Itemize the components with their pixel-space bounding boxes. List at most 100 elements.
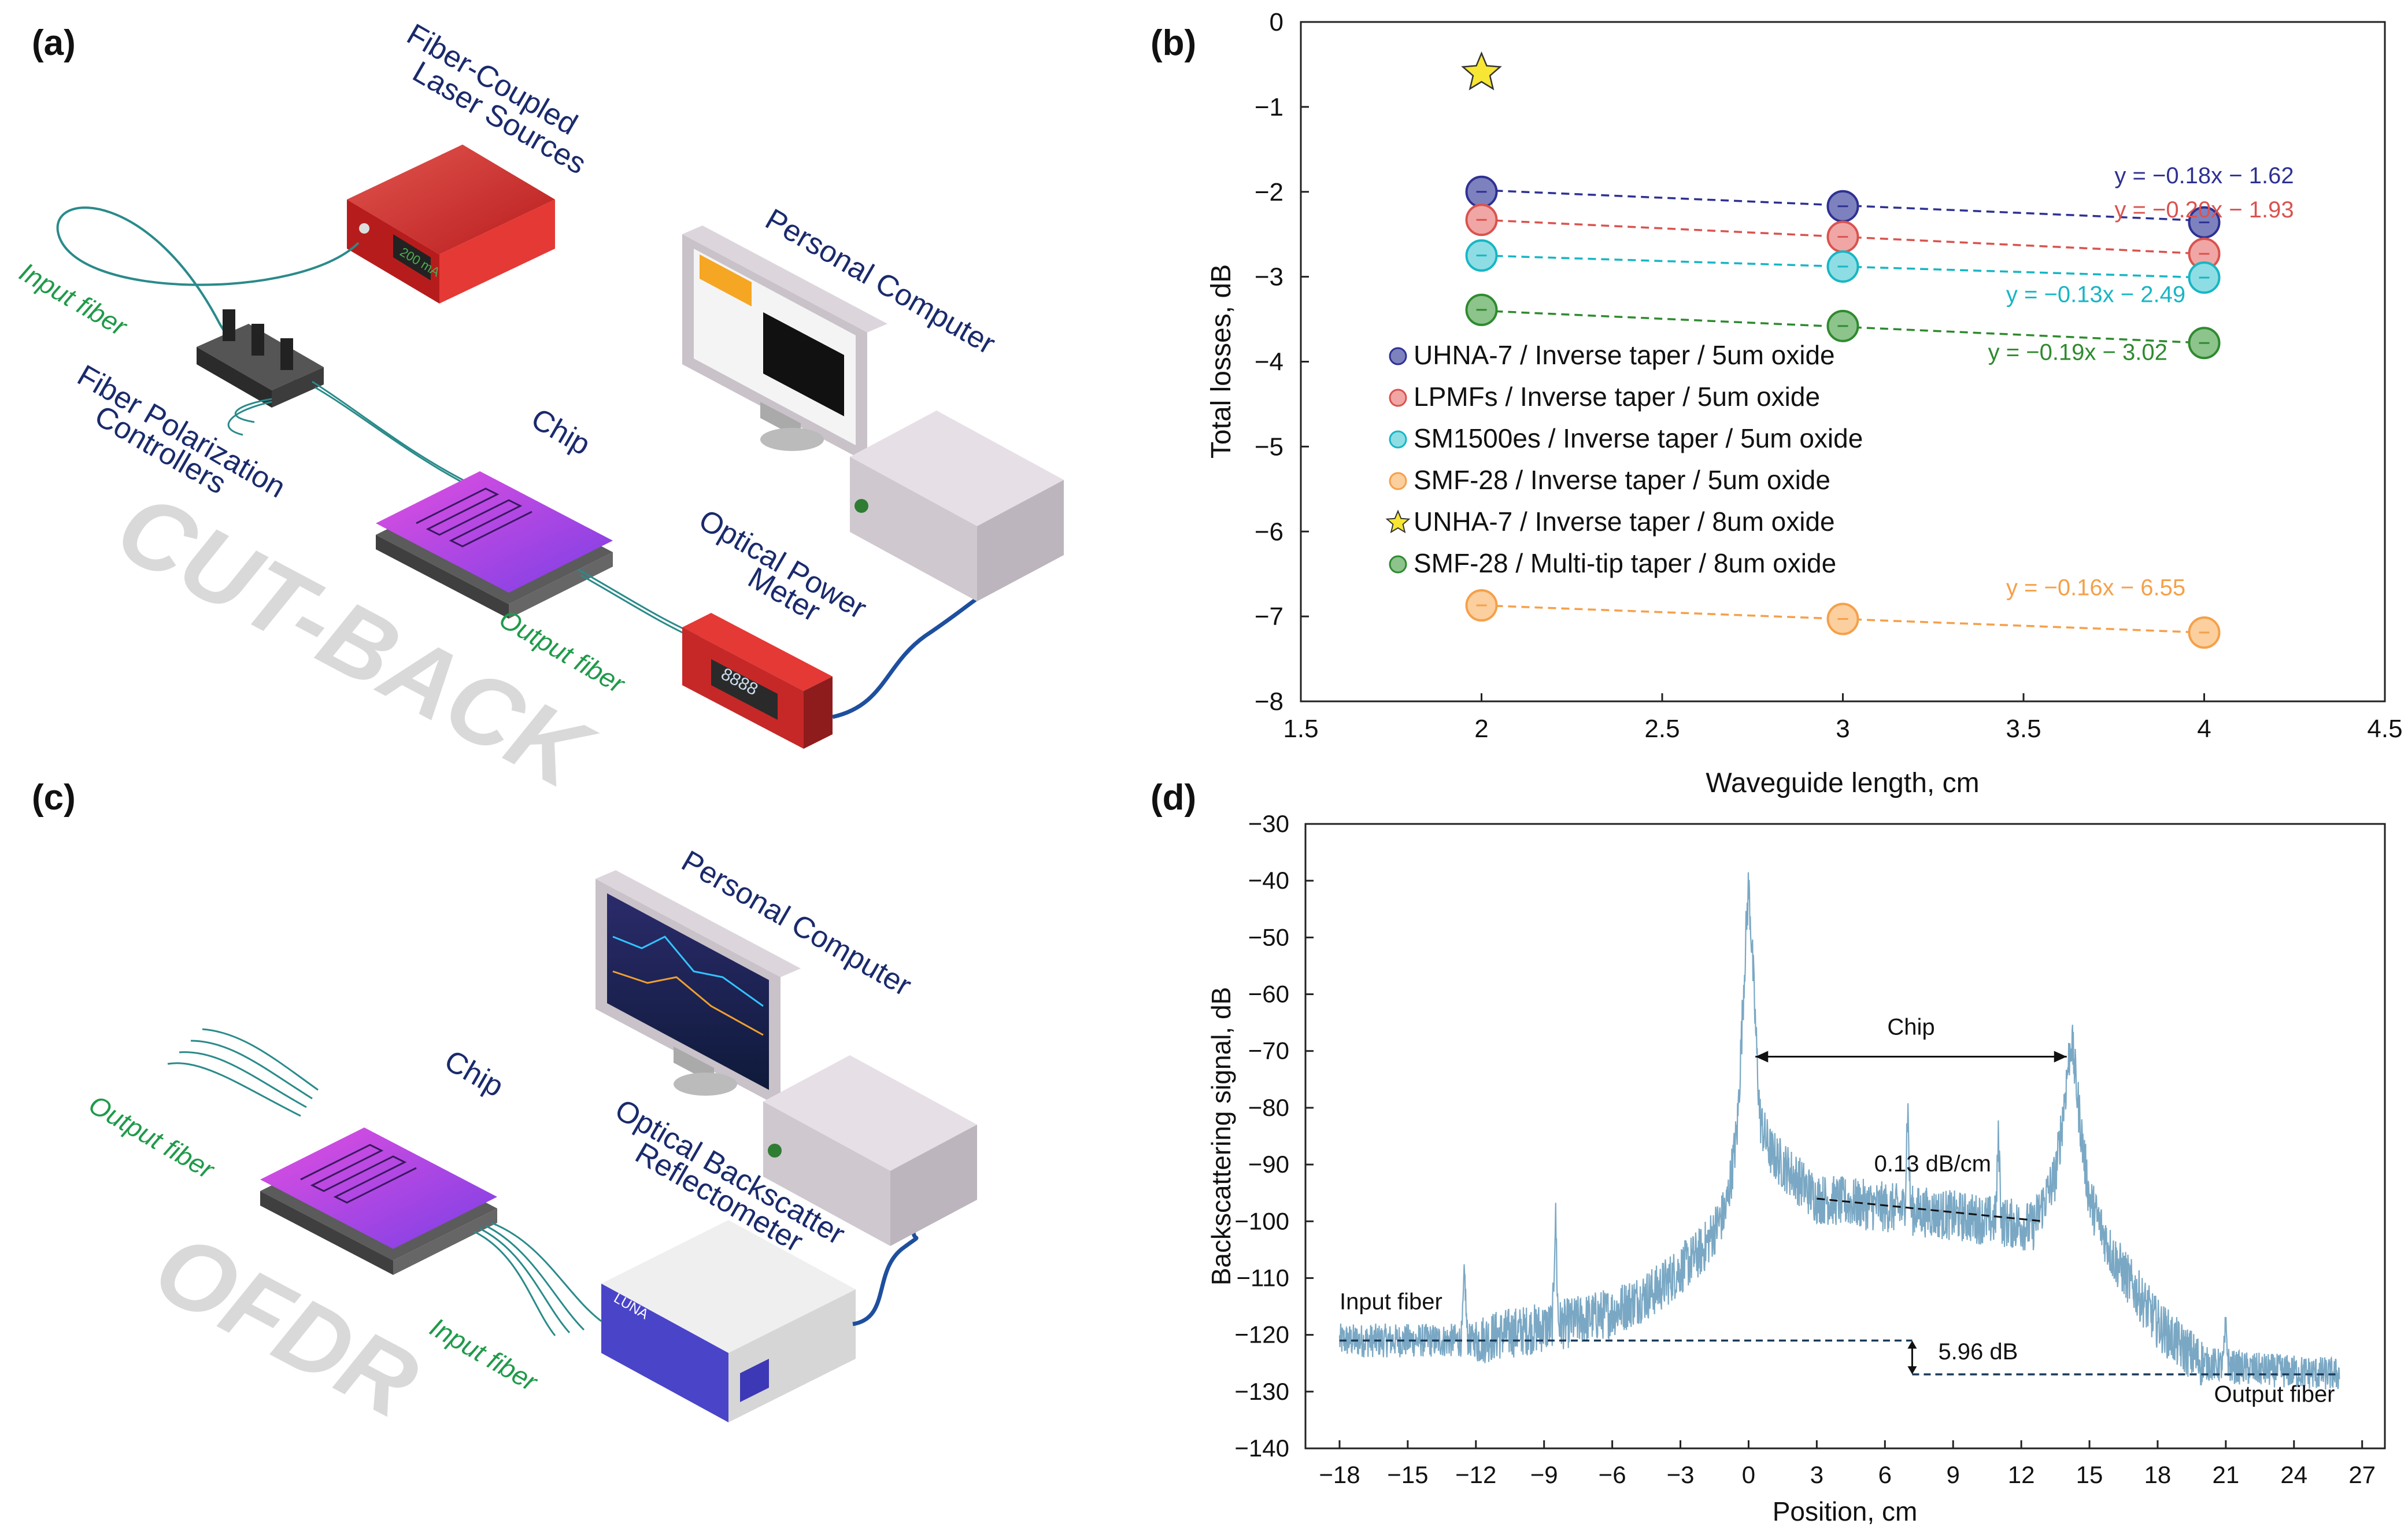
input-fiber-label-a: Input fiber [14, 257, 133, 342]
chart-d-xlabel: Position, cm [1773, 1496, 1918, 1526]
chart-b-fit-label: y = −0.18x − 1.62 [2114, 163, 2294, 188]
polarization-controller-icon [197, 309, 324, 408]
chart-d-xtick-label: −12 [1455, 1461, 1496, 1488]
personal-computer-c-icon [595, 870, 977, 1246]
propagation-loss-label: 0.13 dB/cm [1874, 1151, 1991, 1177]
output-fiber-trace-label: Output fiber [2214, 1381, 2335, 1407]
chart-d-xtick-label: −3 [1667, 1461, 1695, 1488]
chart-d-xtick-label: 18 [2144, 1461, 2172, 1488]
chart-d-xtick-label: 21 [2213, 1461, 2240, 1488]
panel-b-letter: (b) [1151, 23, 1196, 63]
chart-b-legend-entry: SMF-28 / Inverse taper / 5um oxide [1414, 465, 1830, 495]
chart-b-ytick-label: −7 [1255, 602, 1283, 631]
chart-d-xtick-label: −6 [1599, 1461, 1626, 1488]
chart-d-frame [1304, 823, 2386, 1450]
chart-d-ytick-label: −50 [1248, 923, 1289, 951]
chart-b-ytick-label: −6 [1255, 517, 1283, 546]
input-fiber-trace-label: Input fiber [1340, 1289, 1442, 1314]
chart-d-xtick-label: 6 [1878, 1461, 1892, 1488]
chart-d-ticks: −18 −15 −12 −9 −6 −3 0 3 6 9 12 15 18 21 24 27−30−40−50… [1234, 810, 2376, 1488]
chart-d-xtick-label: 27 [2348, 1461, 2376, 1488]
usb-cable-c [852, 1231, 919, 1326]
chart-d-ytick-label: −120 [1234, 1321, 1289, 1348]
insertion-step-label: 5.96 dB [1938, 1339, 2018, 1365]
panel-c-letter: (c) [32, 778, 76, 818]
chart-d-ytick-label: −100 [1234, 1207, 1289, 1234]
chart-b-legend-entry: UHNA-7 / Inverse taper / 5um oxide [1414, 340, 1835, 370]
chart-b-ytick-label: −2 [1255, 178, 1283, 206]
chart-d-ylabel: Backscattering signal, dB [1206, 987, 1236, 1286]
panel-a-setup-diagram: (a) CUT-BACK 200 mA Fiber-Coupled Laser … [14, 17, 1064, 812]
chart-b-legend-marker [1389, 347, 1407, 365]
chart-d-ytick-label: −80 [1248, 1094, 1289, 1121]
chart-b-xtick-label: 2 [1474, 715, 1488, 743]
chart-b-legend-entry: LPMFs / Inverse taper / 5um oxide [1414, 382, 1820, 412]
chart-d-ytick-label: −60 [1248, 981, 1289, 1008]
chart-b-legend-entry: UNHA-7 / Inverse taper / 8um oxide [1414, 506, 1835, 537]
chart-d-xtick-label: 9 [1947, 1461, 1960, 1488]
chart-d-ytick-label: −40 [1248, 867, 1289, 894]
chart-d-xtick-label: 0 [1742, 1461, 1755, 1488]
chart-b-xtick-label: 2.5 [1644, 715, 1680, 743]
chart-b-ytick-label: −8 [1255, 687, 1283, 716]
chart-b-legend: UHNA-7 / Inverse taper / 5um oxide LPMFs … [1385, 340, 1863, 578]
chart-d-xtick-label: 12 [2008, 1461, 2035, 1488]
laser-source-icon: 200 mA [347, 145, 555, 304]
chart-b-legend-marker [1389, 430, 1407, 449]
chart-d-ytick-label: −130 [1234, 1378, 1289, 1405]
chart-b-ytick-label: −4 [1255, 348, 1283, 376]
chart-b-xtick-label: 3.5 [2006, 715, 2041, 743]
chart-d-ytick-label: −110 [1237, 1264, 1290, 1291]
chip-arrow-head-right [2054, 1051, 2067, 1063]
chart-d-backscatter-trace [1338, 872, 2340, 1390]
chip-c-icon [260, 1127, 497, 1275]
chart-b-xtick-label: 4 [2197, 715, 2211, 743]
step-arrow-head-down [1907, 1366, 1917, 1374]
chart-b-ytick-label: 0 [1270, 8, 1283, 36]
chart-b-legend-entry: SMF-28 / Multi-tip taper / 8um oxide [1414, 548, 1836, 578]
chart-b-legend-marker [1389, 555, 1407, 574]
chart-b-points [1461, 51, 2221, 649]
personal-computer-a-icon [682, 225, 1064, 601]
chart-d-xtick-label: 3 [1810, 1461, 1823, 1488]
panel-d-letter: (d) [1151, 778, 1196, 818]
optical-power-meter-icon: 8888 [682, 613, 833, 749]
chip-arrow-head-left [1755, 1051, 1769, 1063]
optical-backscatter-reflectometer-icon: LUNA [601, 1220, 856, 1422]
chart-b-xtick-label: 1.5 [1283, 715, 1318, 743]
chart-d-xtick-label: 15 [2076, 1461, 2103, 1488]
output-fiber-label-c: Output fiber [84, 1089, 220, 1185]
chart-b-fit-label: y = −0.13x − 2.49 [2006, 282, 2185, 308]
panel-a-letter: (a) [32, 23, 76, 63]
chart-b-fit-label: y = −0.19x − 3.02 [1988, 340, 2167, 365]
panel-b-loss-chart: (b) 1.5 2 2.5 3 3.5 4 4.5 0 −1 −2 −3 −4 −5 −6 −7 −8 y =… [1151, 8, 2403, 798]
chart-b-xlabel: Waveguide length, cm [1706, 768, 1979, 798]
usb-cable-a [832, 585, 996, 719]
chart-d-ytick-label: −30 [1248, 810, 1289, 837]
chart-b-xtick-label: 4.5 [2367, 715, 2402, 743]
chart-b-fit-label: y = −0.20x − 1.93 [2114, 197, 2294, 223]
chart-b-fit-labels: y = −0.18x − 1.62 y = −0.20x − 1.93 y = −0… [1988, 163, 2294, 600]
chart-b-legend-marker [1389, 472, 1407, 490]
chart-d-ytick-label: −70 [1248, 1037, 1289, 1064]
chart-d-xtick-label: 24 [2280, 1461, 2307, 1488]
chart-b-legend-entry: SM1500es / Inverse taper / 5um oxide [1414, 423, 1863, 453]
chart-b-ytick-label: −3 [1255, 263, 1283, 291]
chip-label-a: Chip [526, 402, 596, 462]
step-arrow-head-up [1907, 1340, 1917, 1349]
chart-b-fit-label: y = −0.16x − 6.55 [2006, 575, 2185, 600]
chart-b-ylabel: Total losses, dB [1206, 264, 1237, 459]
chart-b-ytick-label: −1 [1255, 93, 1283, 121]
panel-c-setup-diagram: (c) OFDR Output fiber Chip Input fiber [32, 778, 977, 1439]
chart-b-star-point [1461, 51, 1502, 91]
chip-a-icon [376, 471, 613, 619]
chart-b-ticks: 1.5 2 2.5 3 3.5 4 4.5 0 −1 −2 −3 −4 −5 −6 −7 −8 [1255, 8, 2403, 743]
chart-d-xtick-label: −18 [1319, 1461, 1360, 1488]
chart-d-xtick-label: −9 [1530, 1461, 1558, 1488]
chart-b-legend-star [1385, 509, 1411, 534]
chart-d-xtick-label: −15 [1387, 1461, 1428, 1488]
chip-span-label: Chip [1887, 1015, 1934, 1040]
input-fiber-label-c: Input fiber [425, 1312, 543, 1397]
panel-d-backscatter-chart: (d) −18 −15 −12 −9 −6 −3 0 3 6 9 12 15 18 21 24 27−30−4… [1151, 778, 2386, 1526]
